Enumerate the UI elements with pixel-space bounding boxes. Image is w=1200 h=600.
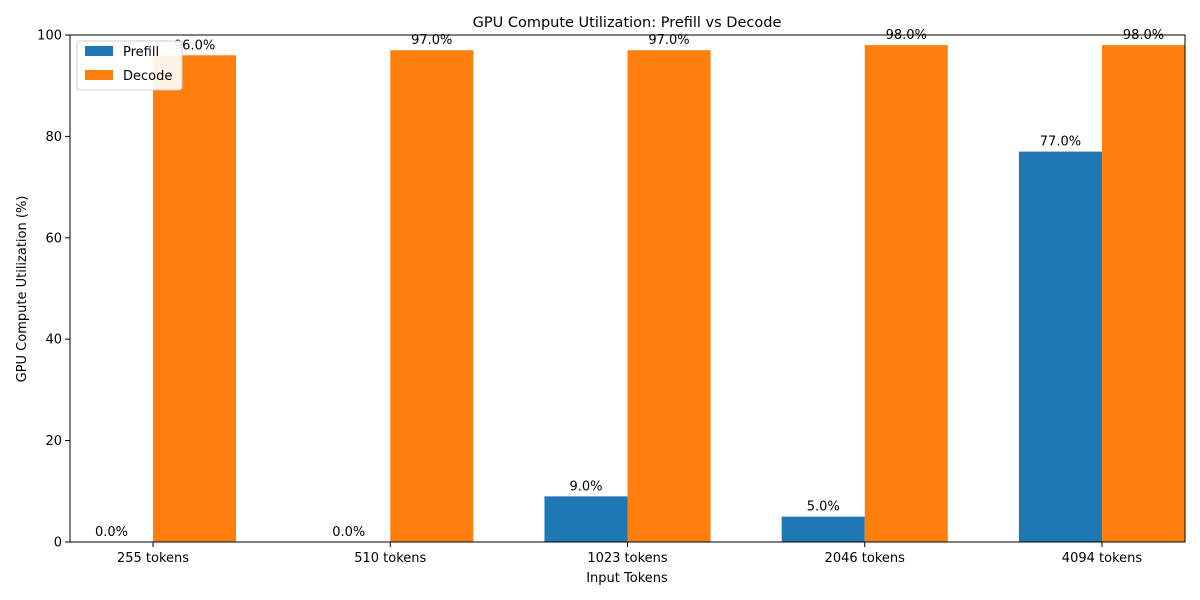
bar-prefill bbox=[781, 516, 865, 542]
legend-label-prefill: Prefill bbox=[123, 45, 159, 60]
y-axis-ticks: 0 20 40 60 80 100 bbox=[37, 29, 70, 551]
bar-prefill bbox=[1018, 151, 1102, 543]
legend: Prefill Decode bbox=[76, 40, 183, 91]
value-label-prefill: 5.0% bbox=[807, 500, 840, 515]
bar-prefill bbox=[544, 496, 628, 542]
y-tick-label: 20 bbox=[45, 434, 62, 449]
value-label-decode: 98.0% bbox=[886, 28, 927, 43]
value-label-decode: 97.0% bbox=[648, 33, 689, 48]
chart-title: GPU Compute Utilization: Prefill vs Deco… bbox=[473, 15, 782, 31]
y-tick-label: 0 bbox=[54, 536, 62, 551]
legend-swatch-prefill bbox=[85, 46, 113, 56]
bar-decode bbox=[1101, 45, 1185, 542]
legend-swatch-decode bbox=[85, 70, 113, 80]
value-label-prefill: 9.0% bbox=[569, 479, 602, 494]
value-label-prefill: 0.0% bbox=[332, 525, 365, 540]
bar-decode bbox=[153, 55, 237, 542]
x-tick-label: 510 tokens bbox=[354, 551, 426, 566]
y-tick-label: 60 bbox=[45, 231, 62, 246]
y-tick-label: 40 bbox=[45, 333, 62, 348]
value-label-decode: 96.0% bbox=[174, 38, 215, 53]
x-tick-label: 4094 tokens bbox=[1062, 551, 1143, 566]
x-tick-label: 2046 tokens bbox=[825, 551, 906, 566]
y-tick-label: 100 bbox=[37, 29, 62, 44]
value-labels-layer: 0.0% 0.0% 9.0% 5.0% 77.0% 96.0% 97.0% 97.0% 98.0… bbox=[95, 28, 1164, 540]
bar-decode bbox=[864, 45, 948, 542]
value-label-decode: 98.0% bbox=[1123, 28, 1164, 43]
x-axis-ticks: 255 tokens 510 tokens 1023 tokens 2046 toke… bbox=[117, 542, 1142, 566]
x-tick-label: 1023 tokens bbox=[587, 551, 668, 566]
bar-decode bbox=[627, 50, 711, 543]
value-label-decode: 97.0% bbox=[411, 33, 452, 48]
x-tick-label: 255 tokens bbox=[117, 551, 189, 566]
bars-layer bbox=[153, 45, 1185, 543]
bar-decode bbox=[390, 50, 474, 543]
y-tick-label: 80 bbox=[45, 130, 62, 145]
x-axis-label: Input Tokens bbox=[586, 571, 668, 586]
y-axis-label: GPU Compute Utilization (%) bbox=[15, 196, 30, 383]
value-label-prefill: 77.0% bbox=[1040, 135, 1081, 150]
value-label-prefill: 0.0% bbox=[95, 525, 128, 540]
legend-label-decode: Decode bbox=[123, 69, 172, 84]
